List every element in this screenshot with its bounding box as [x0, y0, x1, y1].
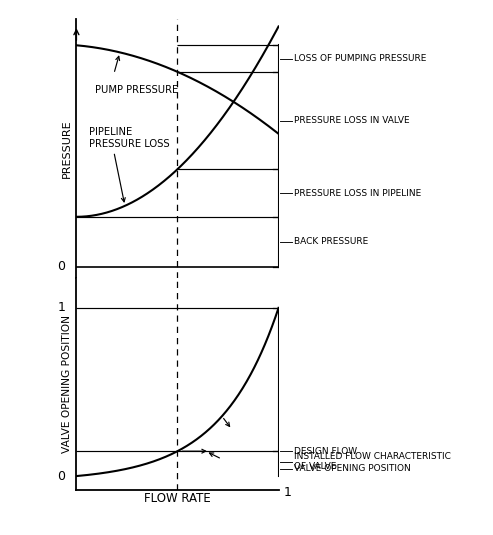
Text: 0: 0: [57, 470, 65, 483]
Text: BACK PRESSURE: BACK PRESSURE: [294, 237, 368, 246]
Text: 1: 1: [57, 301, 65, 315]
Text: 1: 1: [283, 486, 291, 499]
Text: PRESSURE LOSS IN PIPELINE: PRESSURE LOSS IN PIPELINE: [294, 188, 421, 197]
Text: PIPELINE
PRESSURE LOSS: PIPELINE PRESSURE LOSS: [89, 127, 169, 149]
X-axis label: FLOW RATE: FLOW RATE: [144, 492, 211, 505]
Text: PRESSURE LOSS IN VALVE: PRESSURE LOSS IN VALVE: [294, 116, 410, 125]
Y-axis label: VALVE OPENING POSITION: VALVE OPENING POSITION: [62, 315, 72, 453]
Text: 0: 0: [57, 260, 65, 273]
Text: LOSS OF PUMPING PRESSURE: LOSS OF PUMPING PRESSURE: [294, 54, 426, 63]
Text: INSTALLED FLOW CHARACTERISTIC
OF VALVE: INSTALLED FLOW CHARACTERISTIC OF VALVE: [294, 452, 451, 471]
Text: DESIGN FLOW: DESIGN FLOW: [294, 447, 357, 456]
Y-axis label: PRESSURE: PRESSURE: [62, 119, 72, 178]
Text: PUMP PRESSURE: PUMP PRESSURE: [95, 85, 178, 95]
Text: VALVE OPENING POSITION: VALVE OPENING POSITION: [294, 464, 411, 473]
